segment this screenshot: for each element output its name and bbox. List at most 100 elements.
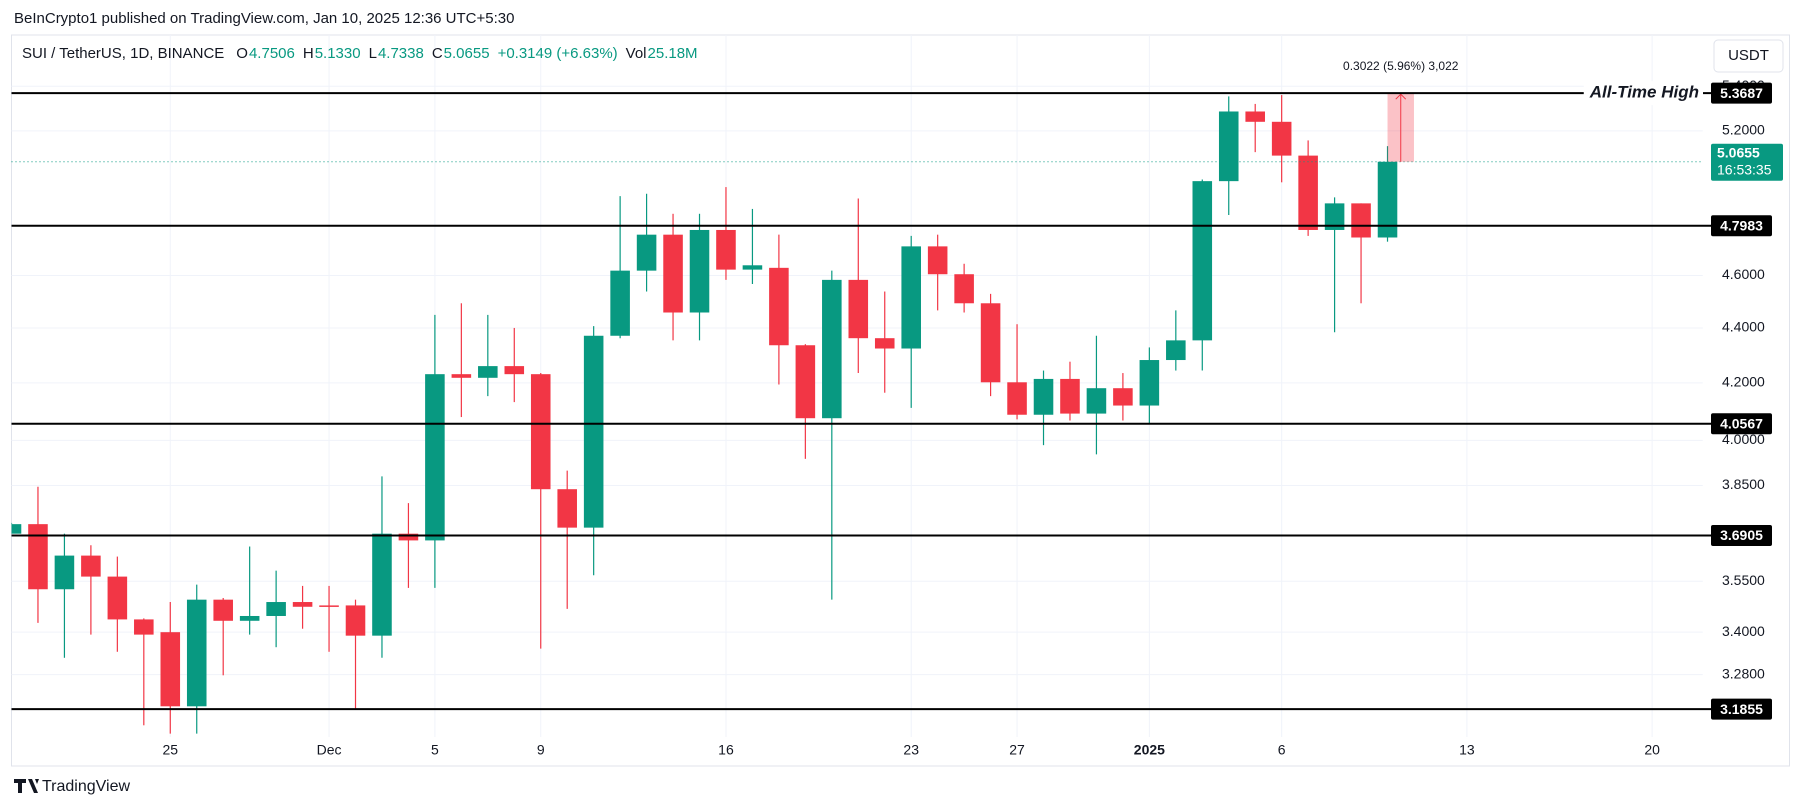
candle-body — [1218, 111, 1239, 182]
candle-body — [54, 555, 75, 590]
candle-body — [451, 374, 472, 378]
candle-body — [134, 619, 154, 635]
candle-body — [1086, 388, 1107, 414]
x-tick-label: 23 — [903, 742, 919, 758]
price-label-box — [1711, 143, 1783, 181]
candle-body — [478, 366, 498, 378]
currency-box[interactable] — [1713, 39, 1784, 73]
candle-body — [213, 599, 233, 621]
x-tick-label: 2025 — [1134, 742, 1165, 758]
y-tick-label: 3.4000 — [1722, 623, 1765, 639]
level-label: 5.3687 — [1720, 85, 1763, 101]
x-tick-label: 9 — [537, 742, 545, 758]
candle-body — [742, 265, 763, 270]
candles — [11, 95, 1398, 734]
candle-body — [980, 303, 1001, 383]
candle-body — [795, 345, 816, 419]
candle-body — [1377, 161, 1398, 238]
y-tick-label: 4.4000 — [1722, 319, 1765, 335]
candle-body — [266, 602, 286, 616]
candle-body — [1271, 121, 1292, 156]
y-tick-label: 5.2000 — [1722, 122, 1765, 138]
candle-body — [81, 555, 101, 577]
legend-value: 5.0655 — [444, 45, 490, 62]
candle-body — [848, 279, 869, 339]
legend-key: L — [369, 45, 377, 62]
candle-body — [927, 246, 948, 275]
candle-body — [954, 274, 974, 304]
y-tick-label: 3.2800 — [1722, 665, 1765, 681]
candle-body — [874, 338, 895, 349]
candle-body — [345, 605, 366, 636]
x-tick-label: 6 — [1278, 742, 1286, 758]
candle-body — [11, 524, 22, 534]
x-tick-label: 16 — [718, 742, 734, 758]
measure-arrow-head — [1395, 93, 1407, 100]
candle-body — [292, 602, 313, 607]
legend-key: O — [236, 45, 248, 62]
candle-body — [107, 576, 128, 620]
level-label-box — [1711, 413, 1772, 435]
candle-body — [636, 234, 657, 271]
level-label: 3.1855 — [1720, 701, 1763, 717]
legend-change: +0.3149 (+6.63%) — [498, 45, 618, 62]
level-label-box — [1711, 524, 1772, 546]
legend-value: 4.7338 — [378, 45, 424, 62]
x-tick-label: 5 — [431, 742, 439, 758]
legend-title: SUI / TetherUS, 1D, BINANCE — [22, 45, 224, 62]
annotation-bg — [1583, 81, 1703, 106]
candle-body — [504, 366, 525, 375]
candle-body — [1166, 340, 1186, 361]
legend-value: 4.7506 — [249, 45, 295, 62]
x-tick-label: 27 — [1009, 742, 1025, 758]
x-tick-label: 20 — [1644, 742, 1660, 758]
level-label-box — [1711, 698, 1772, 720]
y-tick-label: 4.6000 — [1722, 266, 1765, 282]
y-tick-label: 3.8500 — [1722, 476, 1765, 492]
x-tick-label: Dec — [317, 742, 342, 758]
legend-value: 25.18M — [648, 45, 698, 62]
candle-body — [425, 374, 445, 541]
candle-body — [557, 489, 577, 528]
candle-body — [1033, 378, 1054, 415]
pane-border — [11, 34, 1790, 767]
candle-body — [319, 605, 339, 607]
candle-body — [610, 270, 630, 336]
candle-body — [769, 267, 789, 346]
candle-body — [822, 279, 842, 419]
logo-mark — [14, 779, 39, 793]
candle-body — [583, 335, 604, 528]
legend-key: C — [432, 45, 443, 62]
level-label: 4.7983 — [1720, 217, 1763, 233]
price-label: 5.0655 — [1717, 144, 1760, 160]
candle-body — [1060, 378, 1080, 414]
legend-value: 5.1330 — [315, 45, 361, 62]
level-label: 3.6905 — [1720, 527, 1763, 543]
candle-body — [1298, 155, 1318, 230]
candle-body — [186, 599, 207, 707]
candle-body — [372, 533, 392, 636]
candle-body — [1192, 181, 1213, 341]
y-tick-label: 3.5500 — [1722, 572, 1765, 588]
footer-logo: TradingView — [14, 778, 130, 795]
candle-body — [663, 234, 683, 313]
brand: TradingView — [42, 778, 130, 795]
y-tick-label: 4.2000 — [1722, 374, 1765, 390]
candle-body — [398, 533, 419, 541]
currency-button[interactable]: USDT — [1713, 39, 1784, 73]
candle-body — [716, 229, 736, 270]
candle-body — [1324, 203, 1345, 230]
x-tick-label: 25 — [162, 742, 178, 758]
candle-body — [901, 246, 921, 349]
publish-note: BeInCrypto1 published on TradingView.com… — [14, 10, 514, 27]
level-label-box — [1711, 215, 1772, 237]
y-tick-label: 4.0000 — [1722, 431, 1765, 447]
x-tick-label: 13 — [1459, 742, 1475, 758]
level-label-box — [1711, 82, 1772, 104]
candle-body — [160, 632, 181, 707]
candle-body — [1113, 388, 1133, 406]
currency[interactable]: USDT — [1728, 47, 1769, 64]
legend-key: Vol — [626, 45, 647, 62]
